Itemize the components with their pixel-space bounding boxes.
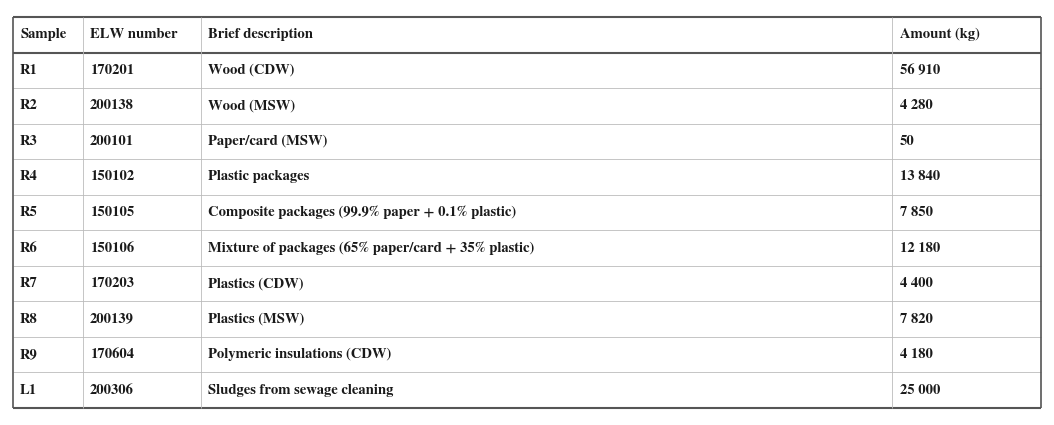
Text: Wood (CDW): Wood (CDW) bbox=[209, 64, 295, 77]
Text: R2: R2 bbox=[20, 99, 38, 112]
Text: Plastics (MSW): Plastics (MSW) bbox=[209, 313, 305, 326]
Text: ELW number: ELW number bbox=[90, 28, 177, 41]
Text: Mixture of packages (65% paper/card + 35% plastic): Mixture of packages (65% paper/card + 35… bbox=[209, 241, 534, 255]
Text: 56 910: 56 910 bbox=[899, 64, 940, 77]
Text: 25 000: 25 000 bbox=[899, 384, 940, 397]
Text: R1: R1 bbox=[20, 64, 38, 77]
Text: Sludges from sewage cleaning: Sludges from sewage cleaning bbox=[209, 384, 393, 397]
Text: 170203: 170203 bbox=[90, 277, 134, 290]
Text: 4 400: 4 400 bbox=[899, 277, 933, 290]
Text: 150106: 150106 bbox=[90, 241, 134, 255]
Text: 170604: 170604 bbox=[90, 348, 134, 361]
Text: 13 840: 13 840 bbox=[899, 170, 940, 184]
Text: 200138: 200138 bbox=[90, 99, 134, 112]
Text: Paper/card (MSW): Paper/card (MSW) bbox=[209, 135, 328, 148]
Text: L1: L1 bbox=[20, 384, 37, 397]
Text: 7 850: 7 850 bbox=[899, 206, 933, 219]
Text: Amount (kg): Amount (kg) bbox=[899, 28, 979, 41]
Text: R6: R6 bbox=[20, 241, 38, 255]
Text: 7 820: 7 820 bbox=[899, 313, 933, 326]
Text: R7: R7 bbox=[20, 277, 38, 290]
Text: Composite packages (99.9% paper + 0.1% plastic): Composite packages (99.9% paper + 0.1% p… bbox=[209, 206, 516, 219]
Text: R4: R4 bbox=[20, 170, 38, 184]
Text: R9: R9 bbox=[20, 348, 38, 361]
Text: 200139: 200139 bbox=[90, 313, 134, 326]
Text: Brief description: Brief description bbox=[209, 28, 313, 41]
Text: R8: R8 bbox=[20, 313, 38, 326]
Text: 4 280: 4 280 bbox=[899, 99, 933, 112]
Text: 170201: 170201 bbox=[90, 64, 134, 77]
Text: 12 180: 12 180 bbox=[899, 241, 940, 255]
Text: Sample: Sample bbox=[20, 28, 66, 41]
Text: Plastic packages: Plastic packages bbox=[209, 170, 310, 184]
Text: 200101: 200101 bbox=[90, 135, 134, 148]
Text: 150105: 150105 bbox=[90, 206, 134, 219]
Text: Wood (MSW): Wood (MSW) bbox=[209, 99, 295, 112]
Text: Polymeric insulations (CDW): Polymeric insulations (CDW) bbox=[209, 348, 391, 361]
Text: R3: R3 bbox=[20, 135, 38, 148]
Text: 50: 50 bbox=[899, 135, 914, 148]
Text: 4 180: 4 180 bbox=[899, 348, 933, 361]
Text: Plastics (CDW): Plastics (CDW) bbox=[209, 277, 304, 290]
Text: R5: R5 bbox=[20, 206, 38, 219]
Text: 200306: 200306 bbox=[90, 384, 134, 397]
Text: 150102: 150102 bbox=[90, 170, 134, 184]
